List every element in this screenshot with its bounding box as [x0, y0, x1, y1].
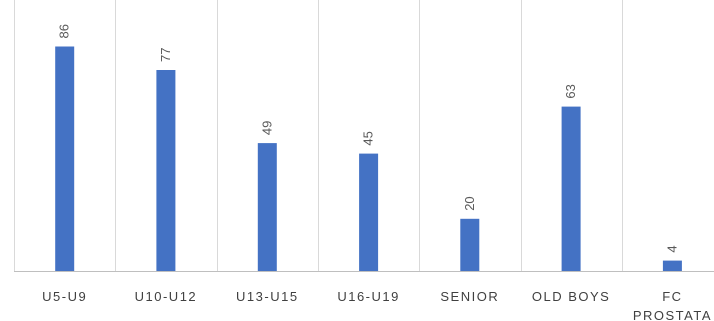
bar [561, 106, 581, 271]
category-tick-label: U13-U15 [236, 289, 299, 304]
data-labels: 86 77 49 45 20 63 4 [57, 24, 680, 253]
data-label: 86 [57, 24, 72, 38]
bar [156, 70, 176, 271]
data-label: 20 [462, 196, 477, 210]
category-tick-label: PROSTATA [633, 308, 712, 321]
bar [460, 218, 480, 271]
category-tick-label: FC [662, 289, 682, 304]
category-tick-label: SENIOR [440, 289, 499, 304]
bar [662, 260, 682, 271]
category-tick-label: OLD BOYS [532, 289, 610, 304]
data-label: 49 [259, 121, 274, 135]
category-tick-label: U5-U9 [42, 289, 87, 304]
data-label: 4 [664, 245, 679, 252]
data-label: 45 [361, 131, 376, 145]
bar [359, 153, 379, 271]
bars [55, 46, 682, 271]
data-label: 63 [563, 84, 578, 98]
data-label: 77 [158, 48, 173, 62]
gridlines [14, 0, 714, 272]
category-tick-labels: U5-U9 U10-U12 U13-U15 U16-U19 SENIOR OLD BOYS… [42, 289, 712, 321]
bar [257, 143, 277, 271]
category-tick-label: U10-U12 [135, 289, 198, 304]
bar [55, 46, 75, 271]
category-tick-label: U16-U19 [337, 289, 400, 304]
